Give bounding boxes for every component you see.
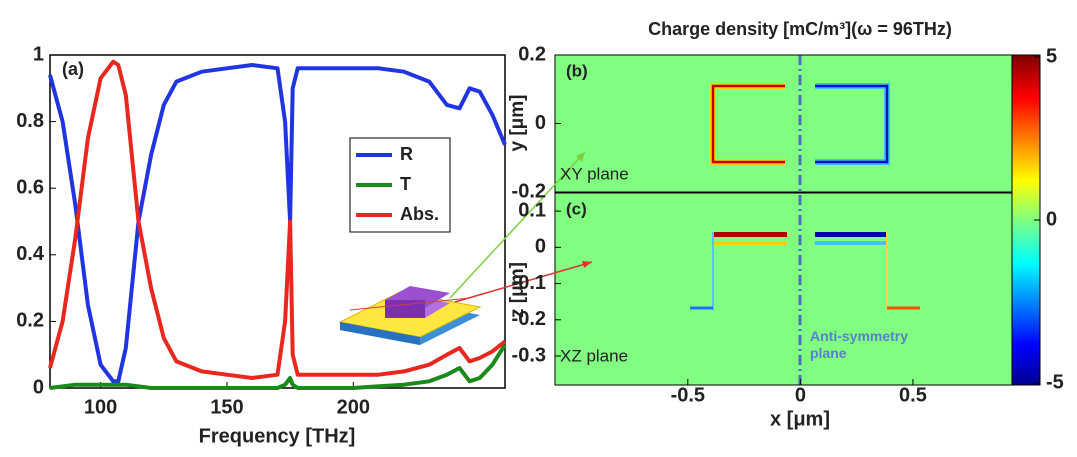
y-tick-label: 0.8 bbox=[16, 110, 44, 132]
panel-label: (b) bbox=[566, 61, 588, 80]
annotation-box: Anti-symmetry plane bbox=[810, 328, 909, 361]
x-tick-label: 200 bbox=[337, 396, 370, 418]
legend-label: R bbox=[400, 144, 413, 164]
x-axis-label: x [μm] bbox=[770, 408, 830, 430]
x-axis-label: Frequency [THz] bbox=[199, 425, 356, 447]
field-pattern bbox=[690, 83, 920, 310]
field-c bbox=[555, 193, 1012, 385]
y-axis-label: z [μm] bbox=[507, 262, 528, 318]
panel-label: (a) bbox=[62, 59, 84, 79]
y-tick-label: 0.2 bbox=[16, 310, 44, 332]
series-line bbox=[48, 63, 507, 384]
y-tick-label: 0.2 bbox=[518, 43, 546, 65]
arrow-xz bbox=[454, 261, 593, 303]
y-tick-label: 0 bbox=[33, 376, 44, 398]
colorbar-tick-label: 0 bbox=[1046, 208, 1057, 230]
device-inset bbox=[338, 286, 482, 345]
y-tick-label: 1 bbox=[33, 43, 44, 65]
annotation: Anti-symmetry plane bbox=[810, 328, 909, 361]
colorbar-tick-label: -5 bbox=[1046, 371, 1064, 393]
y-tick-label: 0.6 bbox=[16, 176, 44, 198]
legend-label: Abs. bbox=[400, 204, 439, 224]
y-tick-label: 0 bbox=[535, 236, 546, 258]
legend-label: T bbox=[400, 174, 411, 194]
y-axis-label: y [μm] bbox=[507, 94, 528, 151]
series-line bbox=[49, 343, 507, 390]
plane-label: XY plane bbox=[560, 164, 629, 183]
chart-title: Charge density [mC/m³](ω = 96THz) bbox=[648, 19, 952, 39]
arrow-head bbox=[582, 261, 592, 268]
plane-label: XZ plane bbox=[560, 346, 628, 365]
y-tick-label: -0.3 bbox=[512, 344, 546, 366]
arrow-xy bbox=[449, 151, 586, 299]
series-line bbox=[48, 59, 507, 380]
x-tick-label: 150 bbox=[210, 396, 243, 418]
x-tick-label: -0.5 bbox=[671, 384, 705, 406]
y-tick-label: -0.2 bbox=[512, 180, 546, 202]
colorbar-tick-label: 5 bbox=[1046, 45, 1057, 67]
x-tick-label: 100 bbox=[84, 396, 117, 418]
y-tick-label: 0.4 bbox=[16, 243, 45, 265]
field-b bbox=[555, 55, 1012, 192]
y-tick-label: -0.1 bbox=[512, 272, 546, 294]
panel-label: (c) bbox=[566, 199, 587, 218]
x-tick-label: 0.5 bbox=[899, 384, 927, 406]
y-tick-label: -0.2 bbox=[512, 308, 546, 330]
arrow-head bbox=[576, 152, 585, 162]
y-tick-label: 0 bbox=[535, 112, 546, 134]
y-tick-label: 0.1 bbox=[518, 199, 546, 221]
x-tick-label: 0 bbox=[795, 384, 806, 406]
